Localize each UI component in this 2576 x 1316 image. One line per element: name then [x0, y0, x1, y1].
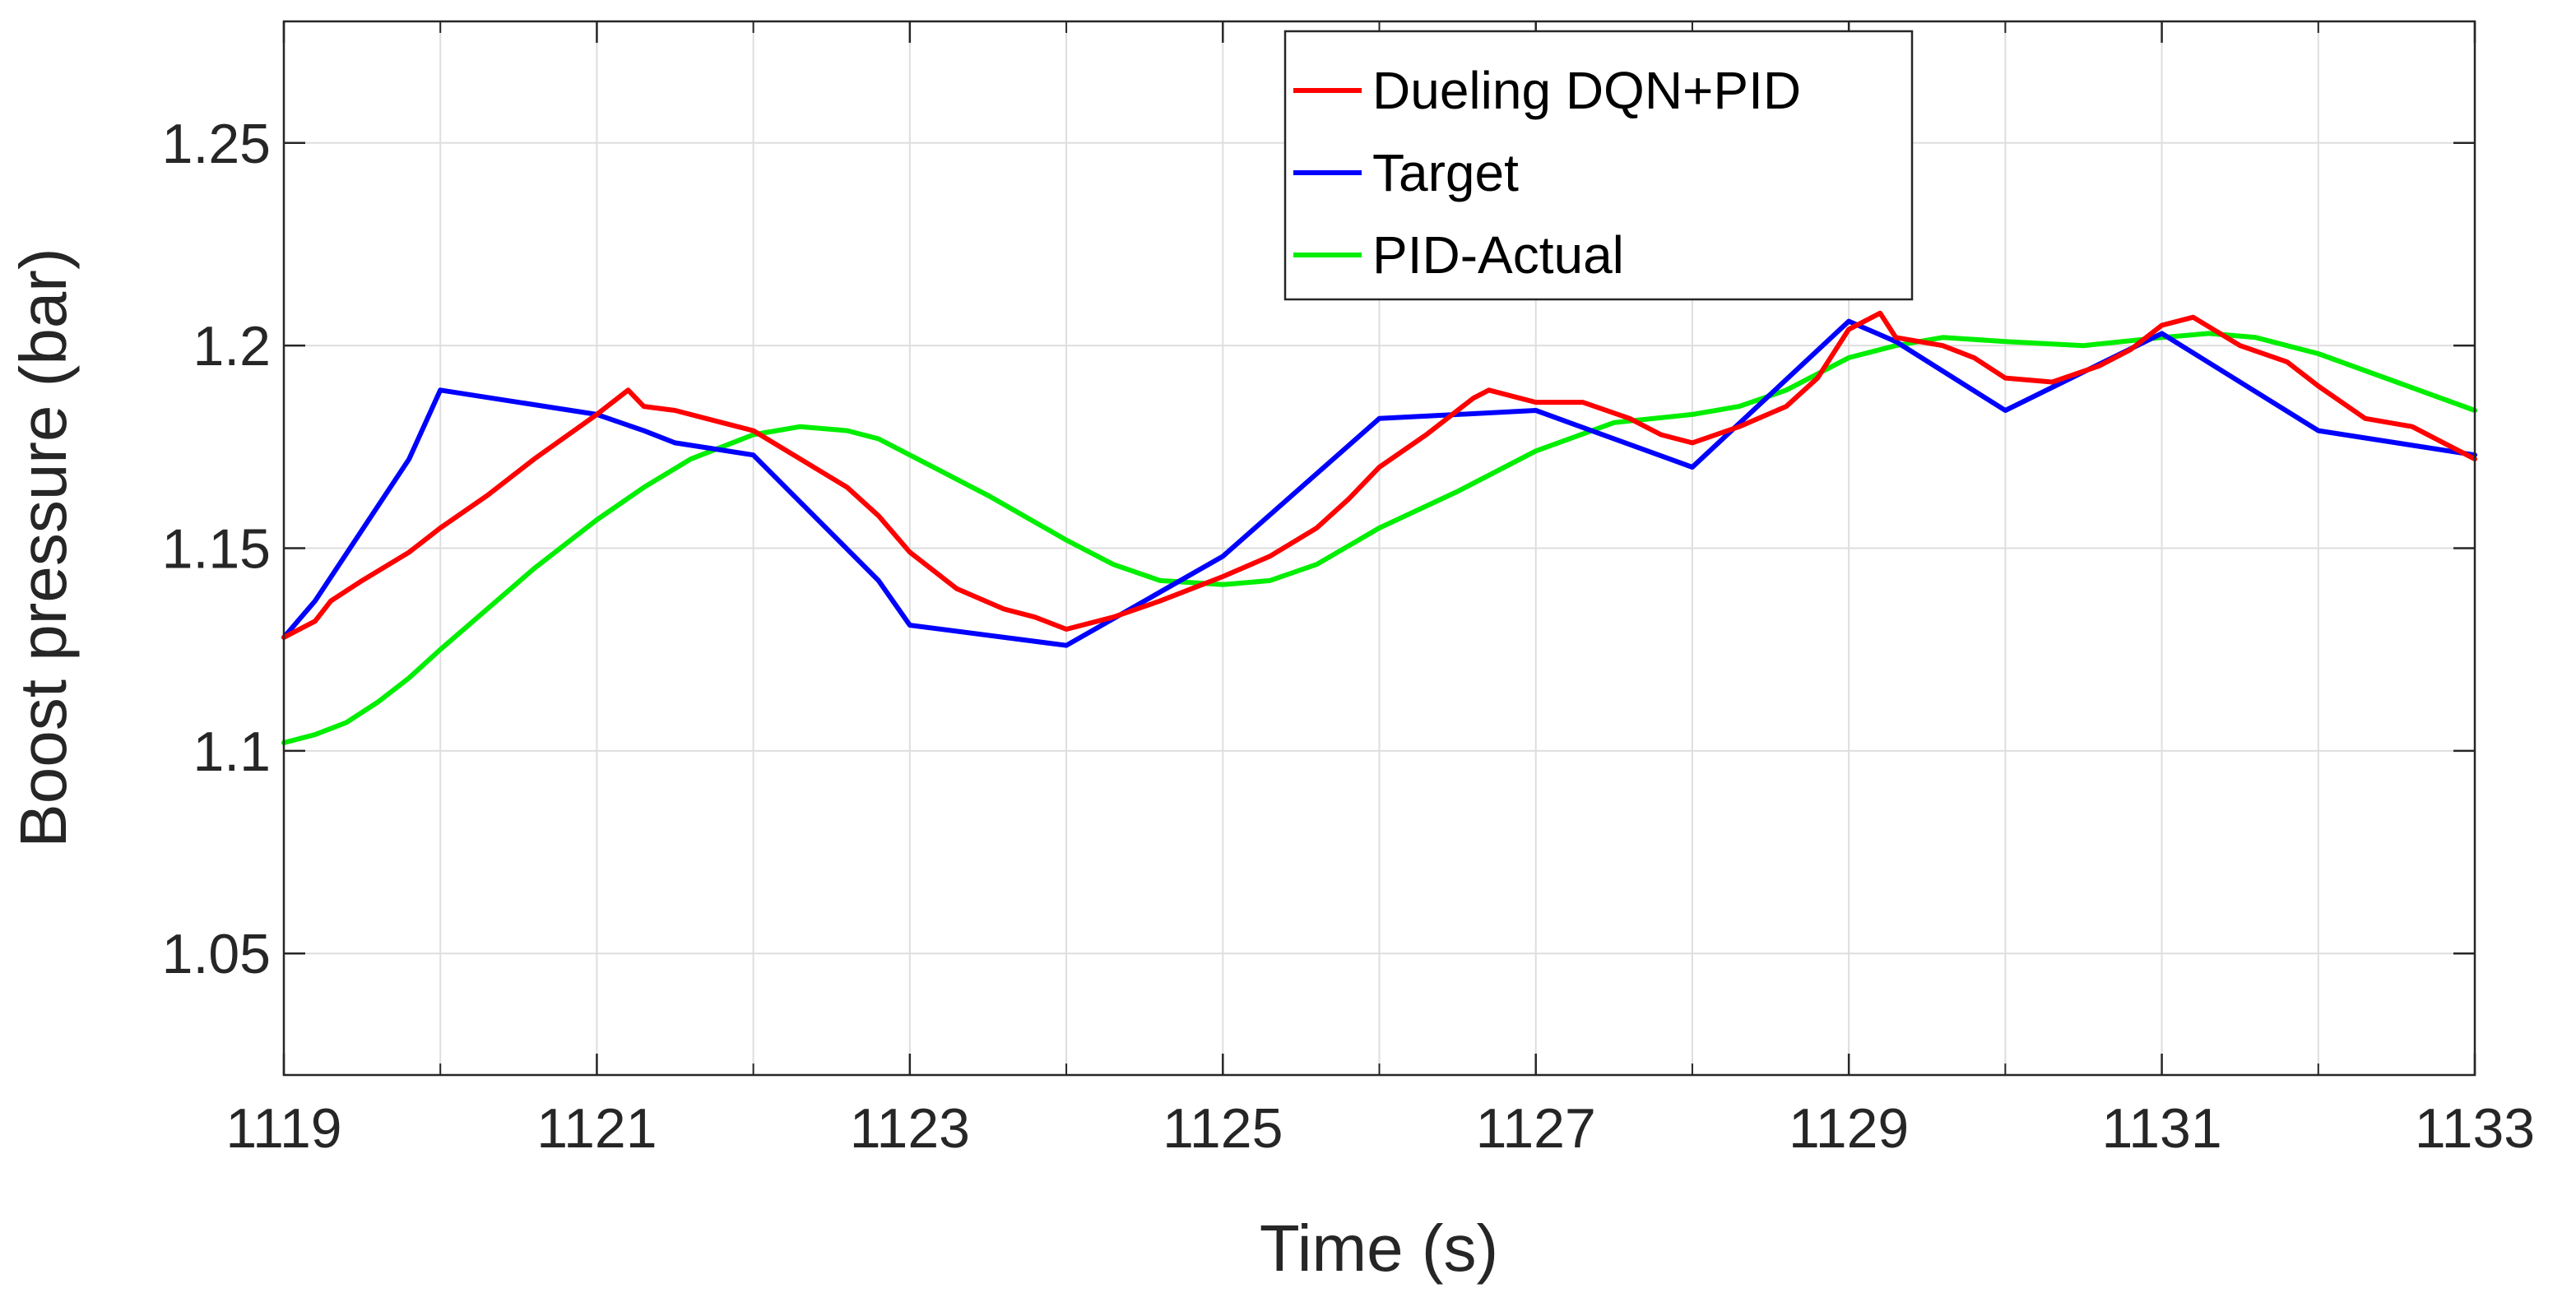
legend-label-target: Target — [1372, 143, 1519, 202]
series-line-target — [281, 318, 2477, 648]
y-axis-title: Boost pressure (bar) — [7, 248, 80, 847]
legend: Dueling DQN+PID Target PID-Actual — [1283, 30, 1914, 301]
series-lines — [281, 310, 2477, 745]
x-tick-label: 1123 — [850, 1097, 970, 1160]
legend-box — [1283, 30, 1914, 301]
y-tick-label: 1.2 — [193, 315, 271, 378]
x-tick-labels: 1119 1121 1123 1125 1127 1129 1131 1133 — [225, 1097, 2535, 1160]
x-tick-label: 1119 — [225, 1097, 341, 1160]
x-tick-label: 1133 — [2415, 1097, 2535, 1160]
legend-label-dueling-dqn-pid: Dueling DQN+PID — [1372, 61, 1801, 120]
y-tick-label: 1.25 — [162, 113, 271, 175]
x-tick-label: 1129 — [1789, 1097, 1909, 1160]
x-tick-label: 1127 — [1476, 1097, 1596, 1160]
y-tick-label: 1.05 — [162, 923, 271, 985]
x-axis-title: Time (s) — [1260, 1212, 1498, 1285]
x-tick-label: 1131 — [2101, 1097, 2221, 1160]
y-tick-label: 1.15 — [162, 518, 271, 581]
series-line-pid-actual — [281, 331, 2477, 745]
x-tick-label: 1125 — [1163, 1097, 1283, 1160]
x-tick-label: 1121 — [536, 1097, 657, 1160]
y-tick-labels: 1.05 1.1 1.15 1.2 1.25 — [162, 113, 271, 985]
legend-label-pid-actual: PID-Actual — [1372, 225, 1624, 285]
y-tick-label: 1.1 — [193, 721, 271, 783]
series-line-dueling-dqn-pid — [281, 310, 2477, 640]
